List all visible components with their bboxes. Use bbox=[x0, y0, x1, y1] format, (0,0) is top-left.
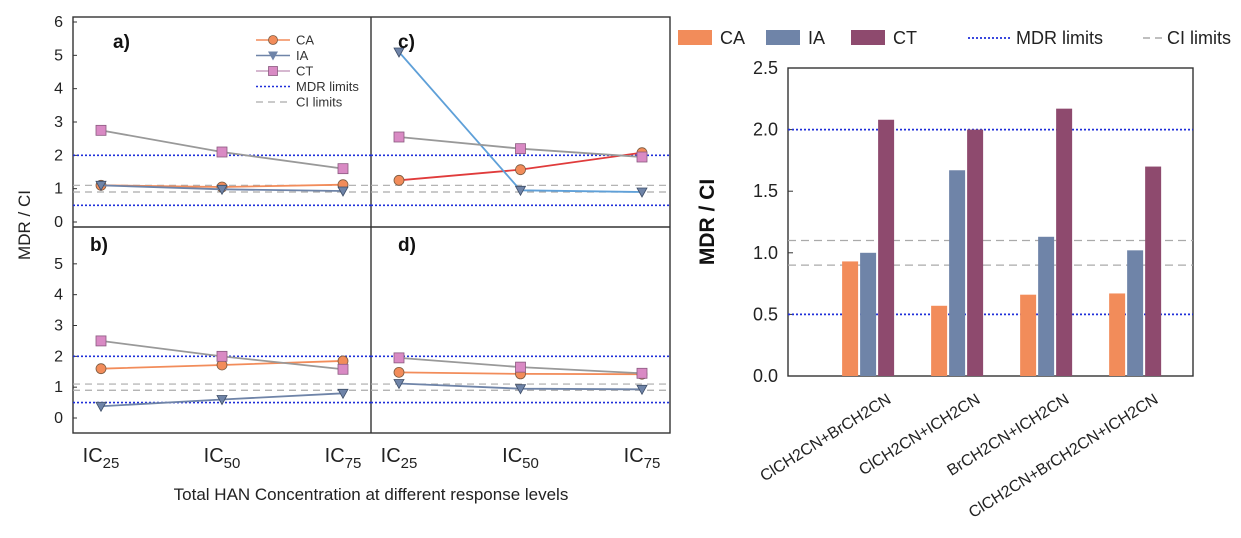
y-tick-label: 3 bbox=[54, 114, 63, 131]
point-ia bbox=[514, 384, 527, 395]
point-ct bbox=[216, 146, 228, 158]
point-ia bbox=[393, 47, 405, 58]
point-ct bbox=[393, 131, 405, 143]
right-y-axis-title: MDR / CI bbox=[696, 179, 719, 265]
x-tick-label: IC50 bbox=[502, 445, 539, 472]
point-ia bbox=[95, 401, 107, 413]
left-panels-content: 0 1 2 3 4 5 6 a) 0 1 2 3 4 5 b) c) d) IC25 IC50 IC75 IC25 IC5… bbox=[54, 14, 670, 472]
bar-ct bbox=[1056, 108, 1073, 376]
bar-ia bbox=[860, 252, 877, 376]
x-tick-label: IC25 bbox=[83, 445, 120, 472]
bar-ia bbox=[949, 170, 966, 376]
bar-ca bbox=[842, 261, 859, 376]
legend-label: CT bbox=[296, 64, 313, 79]
point-ia bbox=[216, 395, 228, 406]
y-tick-label: 1 bbox=[54, 379, 63, 396]
y-tick-label: 2 bbox=[54, 348, 63, 365]
panel-a: 0 1 2 3 4 5 6 a) bbox=[54, 14, 371, 231]
bar-ct bbox=[967, 129, 984, 376]
y-tick-label: 4 bbox=[54, 287, 63, 304]
point-ia bbox=[95, 180, 107, 192]
y-tick-label: 4 bbox=[54, 81, 63, 98]
y-tick-label: 6 bbox=[54, 14, 63, 31]
legend-label: MDR limits bbox=[1016, 28, 1103, 48]
top-legend: CA IA CT MDR limits CI limits bbox=[678, 28, 1231, 48]
legend-label: CI limits bbox=[296, 95, 343, 110]
point-ct bbox=[337, 163, 349, 175]
legend-label: IA bbox=[296, 48, 309, 63]
point-ca bbox=[393, 174, 405, 186]
bar-ct bbox=[1145, 166, 1162, 376]
y-tick-label: 5 bbox=[54, 256, 63, 273]
legend-label: MDR limits bbox=[296, 79, 359, 94]
point-ct bbox=[636, 151, 648, 163]
point-ia bbox=[337, 388, 349, 400]
point-ct bbox=[337, 363, 349, 375]
point-ct bbox=[216, 350, 228, 362]
legend-marker-ct bbox=[268, 66, 278, 76]
point-ca bbox=[515, 164, 526, 176]
left-panels-frame bbox=[72, 16, 671, 434]
bar-ca bbox=[931, 305, 948, 376]
bar-ct bbox=[878, 119, 895, 376]
legend-label: CT bbox=[893, 28, 917, 48]
panel-b: 0 1 2 3 4 5 b) bbox=[54, 235, 371, 427]
left-x-axis-title: Total HAN Concentration at different res… bbox=[174, 485, 569, 504]
left-y-axis-title: MDR / CI bbox=[15, 190, 34, 260]
y-tick-label: 0 bbox=[54, 214, 63, 231]
y-tick-label: 0.0 bbox=[753, 366, 778, 386]
y-tick-label: 2.0 bbox=[753, 120, 778, 140]
point-ia bbox=[636, 384, 648, 396]
bar-ca bbox=[1020, 294, 1037, 376]
legend-swatch-ca bbox=[678, 30, 712, 45]
x-tick-label: IC50 bbox=[204, 445, 241, 472]
point-ct bbox=[95, 124, 107, 136]
point-ct bbox=[95, 335, 107, 347]
point-ct bbox=[515, 143, 526, 155]
legend-label: CA bbox=[296, 33, 314, 48]
point-ct bbox=[515, 361, 526, 373]
point-ia bbox=[337, 186, 349, 197]
bar-ia bbox=[1038, 236, 1055, 376]
point-ca bbox=[95, 363, 107, 375]
panel-c: c) bbox=[371, 32, 670, 207]
y-tick-label: 0 bbox=[54, 410, 63, 427]
y-tick-label: 2.5 bbox=[753, 58, 778, 78]
legend-marker-ca bbox=[268, 35, 278, 45]
panel-label: c) bbox=[398, 32, 415, 53]
y-tick-label: 3 bbox=[54, 318, 63, 335]
y-tick-label: 1 bbox=[54, 181, 63, 198]
panel-d: d) bbox=[371, 235, 670, 404]
x-tick-label: IC75 bbox=[325, 445, 362, 472]
legend-label: IA bbox=[808, 28, 825, 48]
x-tick-label: IC75 bbox=[624, 445, 661, 472]
y-tick-label: 2 bbox=[54, 147, 63, 164]
legend-label: CI limits bbox=[1167, 28, 1231, 48]
y-tick-label: 1.0 bbox=[753, 243, 778, 263]
point-ct bbox=[636, 367, 648, 379]
y-tick-label: 1.5 bbox=[753, 181, 778, 201]
x-tick-label: IC25 bbox=[381, 445, 418, 472]
point-ia bbox=[393, 379, 405, 390]
point-ia bbox=[636, 187, 648, 198]
legend-swatch-ia bbox=[766, 30, 800, 45]
bar-ca bbox=[1109, 293, 1126, 376]
y-tick-label: 5 bbox=[54, 47, 63, 64]
y-tick-label: 0.5 bbox=[753, 304, 778, 324]
panel-e-border bbox=[787, 67, 1194, 377]
panel-label: b) bbox=[90, 235, 108, 256]
panel-label: d) bbox=[398, 235, 416, 256]
legend-marker-ia bbox=[268, 51, 278, 61]
point-ia bbox=[216, 184, 228, 196]
panel-e: 0.00.51.01.52.02.5ClCH2CN+BrCH2CNClCH2CN… bbox=[753, 58, 1194, 522]
point-ct bbox=[393, 352, 405, 364]
bar-ia bbox=[1127, 250, 1144, 376]
legend-swatch-ct bbox=[851, 30, 885, 45]
panel-label: a) bbox=[113, 32, 130, 53]
point-ia bbox=[514, 185, 527, 197]
point-ca bbox=[393, 366, 405, 378]
legend-label: CA bbox=[720, 28, 745, 48]
